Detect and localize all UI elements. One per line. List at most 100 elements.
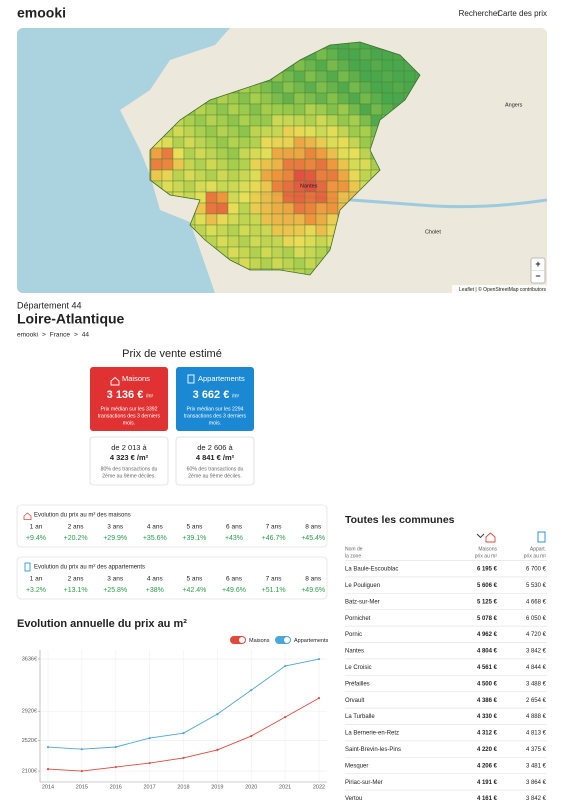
map-cell bbox=[260, 136, 273, 149]
cell[interactable]: Le Croisic bbox=[345, 665, 372, 671]
zoom-out[interactable]: − bbox=[535, 271, 540, 281]
map-cell bbox=[282, 169, 295, 182]
cell[interactable]: Préfailles bbox=[345, 681, 370, 687]
map-cell bbox=[359, 81, 372, 94]
map-cell bbox=[315, 81, 328, 94]
map-cell bbox=[183, 158, 196, 171]
map-cell bbox=[249, 257, 262, 270]
map-cell bbox=[271, 213, 284, 226]
cell[interactable]: Nantes bbox=[345, 649, 364, 655]
evolution-title: Evolution du prix au m² des maisons bbox=[34, 513, 131, 519]
map-cell bbox=[315, 202, 328, 215]
brand[interactable]: emooki bbox=[17, 5, 66, 21]
map-cell bbox=[249, 235, 262, 248]
map-cell bbox=[326, 103, 339, 116]
cell[interactable]: Pornic bbox=[345, 632, 362, 638]
change: +49.6% bbox=[301, 587, 325, 594]
map-cell bbox=[359, 48, 372, 61]
cell[interactable]: Orvault bbox=[345, 698, 365, 704]
map-cell bbox=[194, 169, 207, 182]
cell[interactable]: Pornichet bbox=[345, 616, 371, 622]
map-cell bbox=[271, 92, 284, 105]
cell[interactable]: Le Pouliguen bbox=[345, 583, 380, 589]
map-cell bbox=[205, 169, 218, 182]
map-cell bbox=[381, 81, 394, 94]
cell[interactable]: Vertou bbox=[345, 796, 362, 800]
period: 4 ans bbox=[147, 576, 164, 583]
point bbox=[216, 713, 219, 716]
point bbox=[46, 767, 50, 771]
cell[interactable]: Mesquer bbox=[345, 763, 368, 769]
x-tick-label: 2021 bbox=[279, 784, 291, 790]
map-cell bbox=[216, 224, 229, 237]
point bbox=[250, 734, 253, 738]
zoom-in[interactable]: + bbox=[535, 259, 540, 269]
map-cell bbox=[260, 147, 273, 160]
map-cell bbox=[348, 180, 361, 193]
map-cell bbox=[337, 59, 350, 72]
map-cell bbox=[205, 202, 218, 215]
map-cell bbox=[271, 147, 284, 160]
nav-link[interactable]: Rechercher bbox=[459, 9, 501, 18]
range-note: 2ème au 9ème déciles. bbox=[102, 473, 156, 479]
cell[interactable]: Piriac-sur-Mer bbox=[345, 780, 383, 786]
map-cell bbox=[194, 158, 207, 171]
range-text: 4 323 € /m² bbox=[110, 453, 149, 462]
building-icon bbox=[24, 562, 31, 572]
range-text: de 2 606 à bbox=[197, 443, 233, 452]
period: 8 ans bbox=[305, 576, 322, 583]
map-sea bbox=[17, 28, 230, 293]
map[interactable] bbox=[17, 28, 547, 293]
cell: 4 386 € bbox=[477, 698, 498, 704]
sort-icon[interactable] bbox=[476, 533, 485, 539]
map-cell bbox=[381, 92, 394, 105]
map-cell bbox=[359, 59, 372, 72]
map-cell bbox=[315, 147, 328, 160]
range-card bbox=[89, 436, 169, 486]
line-chart: Evolution annuelle du prix au m² 2100€ 252… bbox=[17, 618, 328, 791]
period: 3 ans bbox=[107, 524, 124, 531]
map-cell bbox=[293, 158, 306, 171]
map-cell bbox=[271, 191, 284, 204]
x-tick-label: 2018 bbox=[177, 784, 189, 790]
map-cell bbox=[326, 92, 339, 105]
map-cell bbox=[337, 180, 350, 193]
map-cell bbox=[216, 202, 229, 215]
map-cell bbox=[238, 147, 251, 160]
map-cell bbox=[315, 235, 328, 248]
map-cell bbox=[249, 224, 262, 237]
cell[interactable]: La Turballe bbox=[345, 714, 375, 720]
map-cell bbox=[381, 70, 394, 83]
table-title: Toutes les communes bbox=[345, 514, 455, 526]
cell: 4 375 € bbox=[526, 747, 547, 753]
map-cell bbox=[216, 158, 229, 171]
map-cell bbox=[348, 92, 361, 105]
nav-link[interactable]: Carte des prix bbox=[497, 9, 547, 18]
map-cell bbox=[370, 70, 383, 83]
map-cell bbox=[304, 235, 317, 248]
map-cell bbox=[216, 136, 229, 149]
point bbox=[80, 748, 83, 751]
map-cell bbox=[260, 114, 273, 127]
price-card bbox=[90, 367, 168, 431]
map-cell bbox=[150, 158, 163, 171]
cell: 4 668 € bbox=[526, 599, 547, 605]
cell[interactable]: Batz-sur-Mer bbox=[345, 599, 380, 605]
cell[interactable]: Saint-Brevin-les-Pins bbox=[345, 747, 401, 753]
map-cell bbox=[216, 191, 229, 204]
map-cell bbox=[315, 92, 328, 105]
map-cell bbox=[304, 103, 317, 116]
point bbox=[250, 689, 253, 692]
cell: 4 804 € bbox=[477, 649, 498, 655]
point bbox=[114, 765, 117, 769]
cell: 4 813 € bbox=[526, 731, 547, 737]
evolution-box bbox=[16, 504, 328, 548]
period: 3 ans bbox=[107, 576, 124, 583]
cell[interactable]: La Baule-Escoublac bbox=[345, 567, 398, 573]
cell: 5 078 € bbox=[477, 616, 498, 622]
cell[interactable]: La Bernerie-en-Retz bbox=[345, 731, 399, 737]
change: +42.4% bbox=[182, 587, 206, 594]
map-cell bbox=[370, 48, 383, 61]
map-cell bbox=[227, 180, 240, 193]
map-cell bbox=[359, 92, 372, 105]
